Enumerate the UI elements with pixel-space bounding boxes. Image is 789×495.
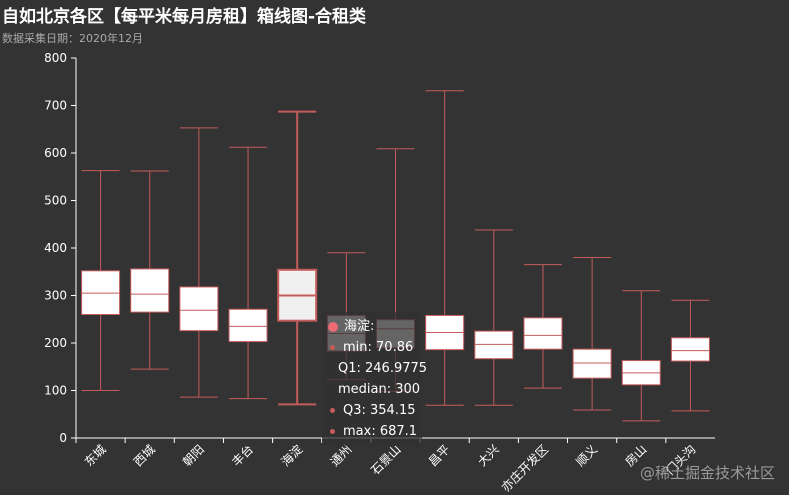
x-tick-label: 海淀 bbox=[278, 442, 306, 470]
y-tick-label: 800 bbox=[44, 51, 67, 65]
x-tick-label: 亦庄开发区 bbox=[498, 442, 551, 495]
bullet-icon bbox=[330, 345, 335, 350]
box-3 bbox=[179, 286, 219, 332]
x-tick-label: 石景山 bbox=[368, 442, 403, 477]
tooltip-row-median: median: 300 bbox=[328, 379, 421, 400]
tooltip-q1: Q1: 246.9775 bbox=[338, 361, 428, 376]
y-tick-label: 700 bbox=[44, 99, 67, 113]
tooltip-row-min: min: 70.86 bbox=[328, 337, 418, 358]
tooltip-header: 海淀: bbox=[328, 316, 418, 337]
tooltip-row-q1: Q1: 246.9775 bbox=[328, 358, 427, 379]
box-2 bbox=[130, 268, 170, 313]
watermark: @稀土掘金技术社区 bbox=[639, 464, 775, 482]
y-tick-label: 500 bbox=[44, 194, 67, 208]
tooltip: 海淀: min: 70.86 Q1: 246.9775 median: 300 … bbox=[322, 312, 427, 446]
y-tick-label: 300 bbox=[44, 289, 67, 303]
x-tick-label: 西城 bbox=[131, 442, 158, 469]
bullet-icon bbox=[330, 429, 335, 434]
box-10 bbox=[523, 317, 563, 350]
chart-subtitle: 数据采集日期：2020年12月 bbox=[2, 32, 143, 45]
y-tick-label: 100 bbox=[44, 384, 67, 398]
x-tick-label: 东城 bbox=[82, 442, 109, 469]
x-tick-label: 大兴 bbox=[475, 442, 502, 469]
x-tick-label: 丰台 bbox=[229, 442, 257, 470]
tooltip-row-q3: Q3: 354.15 bbox=[328, 400, 418, 421]
box-13 bbox=[670, 337, 710, 362]
y-tick-label: 400 bbox=[44, 241, 67, 255]
tooltip-q3: Q3: 354.15 bbox=[343, 403, 416, 418]
series-marker-icon bbox=[328, 321, 338, 332]
tooltip-median: median: 300 bbox=[338, 382, 421, 397]
y-tick-label: 600 bbox=[44, 146, 67, 160]
y-tick-label: 200 bbox=[44, 336, 67, 350]
tooltip-row-max: max: 687.1 bbox=[328, 421, 418, 442]
tooltip-category: 海淀: bbox=[344, 319, 375, 334]
y-tick-label: 0 bbox=[59, 431, 67, 445]
tooltip-min: min: 70.86 bbox=[343, 340, 414, 355]
box-4 bbox=[228, 308, 268, 343]
bullet-icon bbox=[330, 408, 335, 413]
x-tick-label: 朝阳 bbox=[180, 442, 207, 469]
box-11 bbox=[572, 348, 612, 379]
x-tick-label: 通州 bbox=[328, 442, 355, 469]
x-tick-label: 昌平 bbox=[426, 442, 453, 469]
x-tick-label: 顺义 bbox=[573, 442, 600, 469]
tooltip-max: max: 687.1 bbox=[343, 424, 418, 439]
chart-title: 自如北京各区【每平米每月房租】箱线图-合租类 bbox=[2, 7, 367, 27]
